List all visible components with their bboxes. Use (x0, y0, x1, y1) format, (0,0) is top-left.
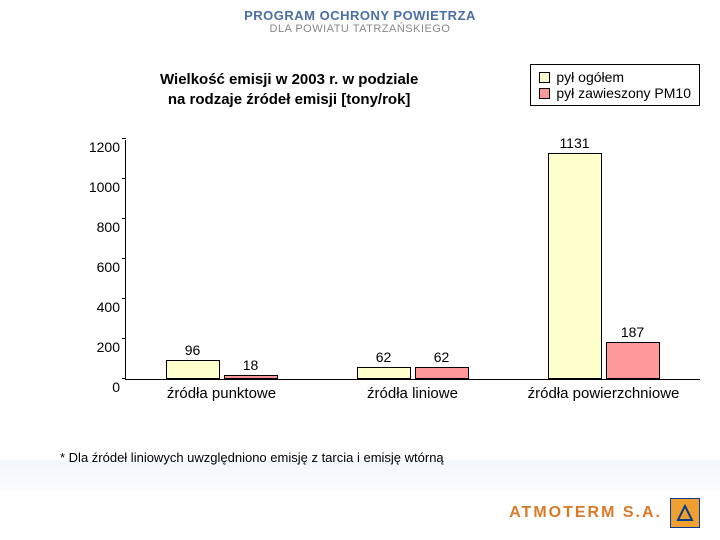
chart-container: Wielkość emisji w 2003 r. w podziale na … (70, 50, 700, 430)
legend-swatch (539, 88, 550, 99)
header: PROGRAM OCHRONY POWIETRZA DLA POWIATU TA… (0, 0, 720, 35)
footer: ATMOTERM S.A. (509, 498, 700, 528)
bar-value-label: 62 (415, 349, 469, 365)
bar-value-label: 187 (606, 324, 660, 340)
y-tick-label: 800 (97, 219, 126, 235)
brand-logo-icon (670, 498, 700, 528)
bar-value-label: 96 (166, 342, 220, 358)
bar (415, 367, 469, 379)
legend-swatch (539, 72, 550, 83)
y-tick-label: 0 (112, 379, 126, 395)
x-category-label: źródła punktowe (126, 379, 317, 402)
legend-label: pył ogółem (556, 69, 624, 85)
bar-value-label: 62 (357, 349, 411, 365)
bar (548, 153, 602, 379)
footnote: * Dla źródeł liniowych uwzględniono emis… (60, 450, 444, 465)
chart-title-line2: na rodzaje źródeł emisji [tony/rok] (160, 90, 418, 110)
bar (357, 367, 411, 379)
header-title: PROGRAM OCHRONY POWIETRZA (0, 8, 720, 23)
y-tick-label: 1200 (89, 139, 126, 155)
legend-label: pył zawieszony PM10 (556, 85, 691, 101)
y-tick-label: 1000 (89, 179, 126, 195)
bar-value-label: 1131 (548, 135, 602, 151)
y-tick-label: 600 (97, 259, 126, 275)
legend-item: pył ogółem (539, 69, 691, 85)
chart-title-line1: Wielkość emisji w 2003 r. w podziale (160, 70, 418, 90)
bar (606, 342, 660, 379)
chart-title: Wielkość emisji w 2003 r. w podziale na … (160, 70, 418, 109)
x-category-label: źródła liniowe (317, 379, 508, 402)
bar (166, 360, 220, 379)
x-category-label: źródła powierzchniowe (508, 379, 699, 402)
header-subtitle: DLA POWIATU TATRZAŃSKIEGO (0, 23, 720, 35)
plot-area: 0200400600800100012009618źródła punktowe… (125, 140, 700, 380)
footer-brand: ATMOTERM S.A. (509, 504, 662, 522)
legend-item: pył zawieszony PM10 (539, 85, 691, 101)
y-tick-label: 400 (97, 299, 126, 315)
chart-legend: pył ogółem pył zawieszony PM10 (530, 64, 700, 106)
bar-value-label: 18 (224, 357, 278, 373)
y-tick-label: 200 (97, 339, 126, 355)
